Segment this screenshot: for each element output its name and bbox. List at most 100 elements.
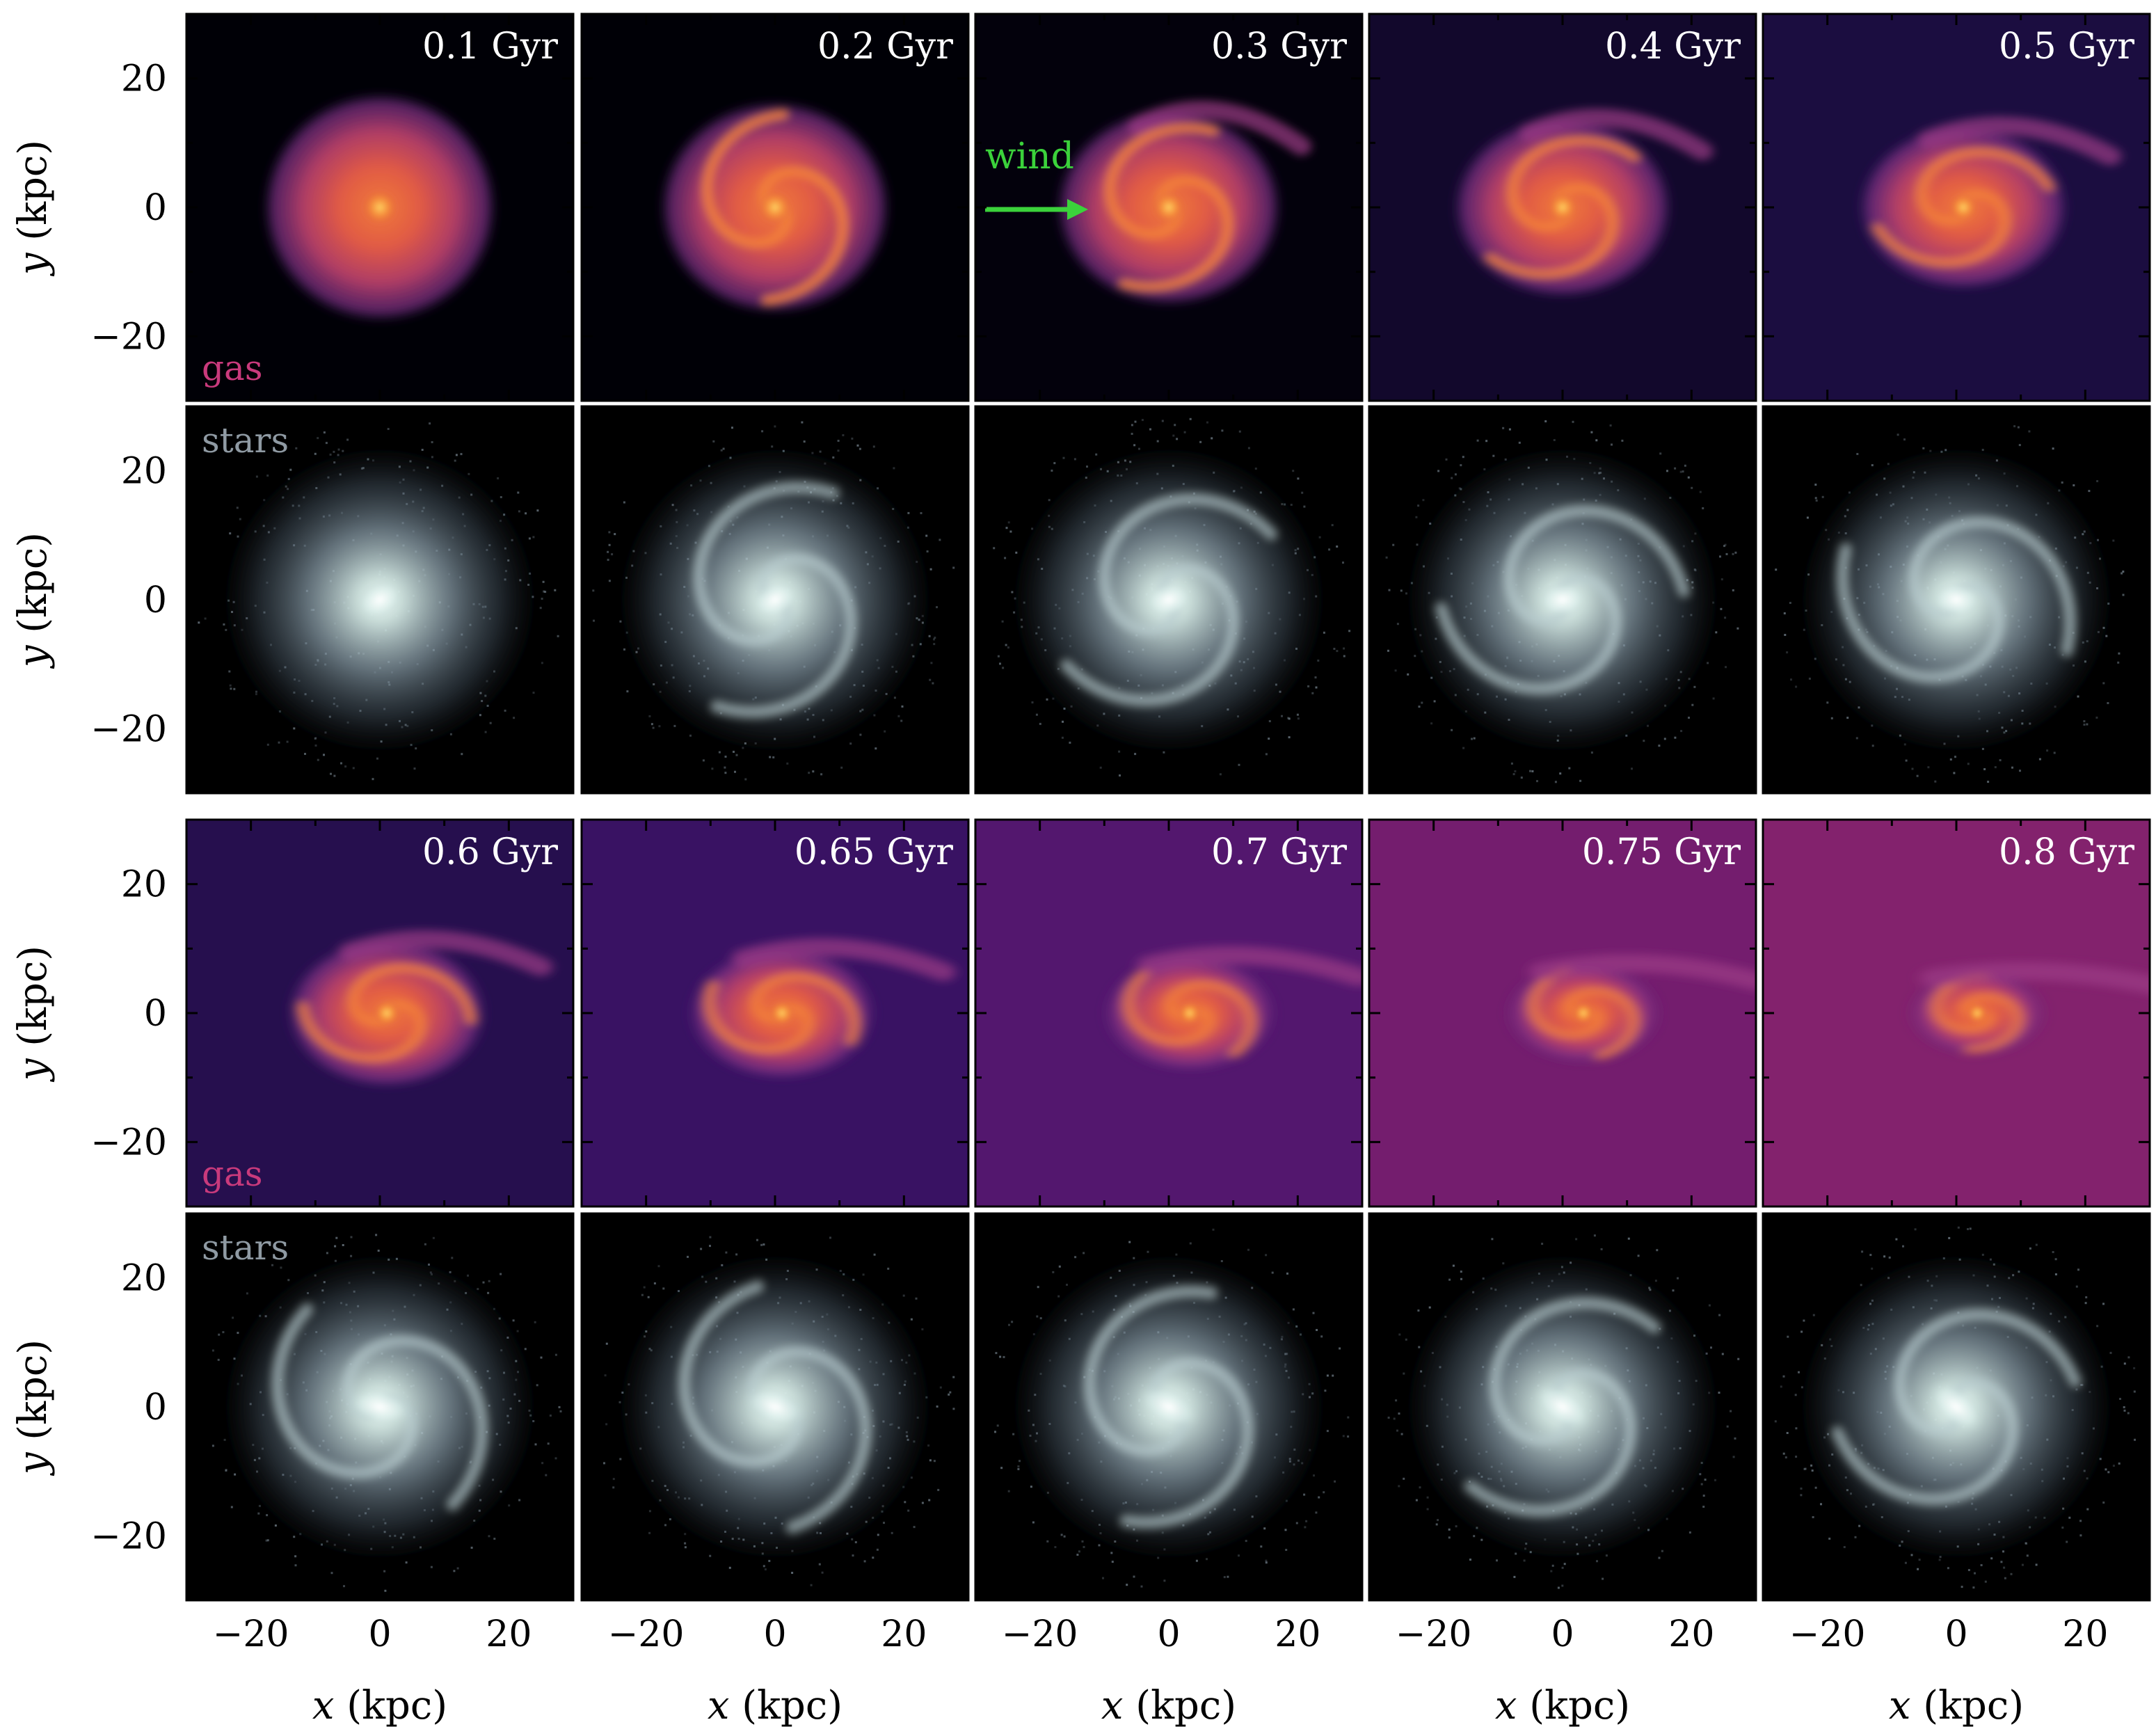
gas-stripped-tail — [731, 938, 956, 981]
x-axis-label: x (kpc) — [1495, 1683, 1630, 1728]
panel-frame — [1368, 1212, 1757, 1602]
gas-label: gas — [202, 348, 262, 388]
y-axis-label: y (kpc) — [10, 946, 56, 1083]
panel-frame — [1368, 13, 1757, 402]
y-axis-label: y (kpc) — [10, 1339, 56, 1476]
stars-panel — [580, 405, 970, 795]
gas-panel: 0.6 Gyr gas — [185, 818, 575, 1208]
stellar-spiral-arm — [1489, 1297, 1661, 1447]
stellar-spiral-arm — [1464, 1367, 1636, 1517]
stellar-bulge — [751, 580, 799, 619]
gas-core — [1966, 1002, 1988, 1024]
time-label: 0.6 Gyr — [422, 831, 558, 873]
stellar-spiral-arm — [1503, 504, 1690, 627]
y-tick-label: 0 — [144, 993, 167, 1035]
panel-frame — [185, 818, 575, 1208]
gas-stripped-tail — [1917, 116, 2122, 166]
gas-stripped-tail — [1519, 109, 1714, 161]
y-tick-label: −20 — [90, 708, 167, 750]
y-tick-label: 0 — [144, 580, 167, 621]
stellar-spiral-arm — [1435, 573, 1622, 695]
gas-core — [1547, 191, 1579, 223]
y-axis-label: y (kpc) — [10, 532, 56, 669]
x-axis-label: x (kpc) — [312, 1683, 447, 1728]
panel-frame — [185, 1212, 575, 1602]
y-tick-label: 20 — [121, 864, 167, 906]
stellar-spiral-arm — [1837, 543, 2005, 683]
x-tick-label: 0 — [1157, 1614, 1180, 1655]
gas-panel: 0.65 Gyr — [580, 818, 970, 1208]
x-axis-label: x (kpc) — [1889, 1683, 2024, 1728]
stars-panel: stars — [185, 405, 575, 795]
gas-panel: 0.2 Gyr — [580, 13, 970, 402]
time-label: 0.4 Gyr — [1605, 26, 1741, 67]
panel-frame — [1762, 818, 2151, 1208]
x-tick-label: 20 — [486, 1614, 532, 1655]
gas-stripped-tail — [1127, 100, 1312, 156]
gas-core — [373, 999, 401, 1027]
y-tick-label: 20 — [121, 451, 167, 493]
gas-core — [769, 1000, 795, 1026]
y-tick-label: −20 — [90, 316, 167, 358]
gas-label: gas — [202, 1154, 262, 1194]
stars-label: stars — [202, 1227, 289, 1268]
x-tick-label: 20 — [2062, 1614, 2108, 1655]
stellar-spiral-arm — [711, 552, 857, 718]
stars-panel — [580, 1212, 970, 1602]
gas-core — [1177, 1001, 1202, 1026]
gas-spiral-arm — [1872, 189, 2011, 267]
stellar-bulge — [356, 580, 404, 620]
gas-spiral-arm — [1118, 175, 1233, 292]
gas-stripped-tail — [1528, 954, 1756, 991]
gas-spiral-arm — [348, 964, 477, 1026]
gas-spiral-arm — [1931, 973, 1994, 1033]
panel-frame — [185, 13, 575, 402]
gas-panel: 0.8 Gyr — [1762, 818, 2151, 1208]
gas-panel: 0.3 Gyr wind — [974, 13, 1364, 402]
gas-spiral-arm — [297, 1000, 426, 1062]
y-axis-label: y (kpc) — [10, 140, 56, 277]
x-tick-label: −20 — [213, 1614, 289, 1655]
x-axis-label: x (kpc) — [1101, 1683, 1236, 1728]
x-tick-label: −20 — [1789, 1614, 1866, 1655]
gas-stripped-tail — [1137, 946, 1362, 986]
gas-spiral-arm — [1527, 966, 1604, 1039]
stars-panel: stars — [185, 1212, 575, 1602]
x-tick-label: 20 — [881, 1614, 927, 1655]
stars-panel — [1762, 1212, 2151, 1602]
time-label: 0.75 Gyr — [1582, 831, 1741, 873]
x-tick-label: 0 — [763, 1614, 786, 1655]
x-tick-label: −20 — [1002, 1614, 1078, 1655]
wind-label: wind — [985, 136, 1074, 177]
gas-panel: 0.4 Gyr — [1368, 13, 1757, 402]
panel-frame — [580, 405, 970, 795]
stellar-bulge — [1929, 1380, 1984, 1433]
gas-spiral-arm — [1507, 136, 1640, 232]
panel-frame — [1762, 405, 2151, 795]
stellar-bulge — [1533, 1383, 1592, 1431]
gas-panel: 0.5 Gyr — [1762, 13, 2151, 402]
stellar-spiral-arm — [1894, 1309, 2082, 1437]
stellar-spiral-arm — [1908, 516, 2076, 656]
stellar-bulge — [742, 1387, 808, 1427]
stellar-spiral-arm — [1120, 1357, 1254, 1529]
gas-spiral-arm — [1123, 969, 1215, 1046]
panel-frame — [580, 1212, 970, 1602]
gas-core — [1572, 1001, 1595, 1025]
time-label: 0.3 Gyr — [1211, 26, 1347, 67]
panel-frame — [974, 405, 1364, 795]
panel-frame — [974, 13, 1364, 402]
time-label: 0.8 Gyr — [1999, 831, 2134, 873]
panel-frame — [1368, 818, 1757, 1208]
y-tick-label: 0 — [144, 187, 167, 229]
panel-frame — [974, 1212, 1364, 1602]
gas-spiral-arm — [1916, 148, 2054, 225]
wind-arrow-head — [1067, 199, 1088, 220]
gas-stripped-tail — [339, 930, 553, 976]
stellar-bulge — [1931, 581, 1981, 619]
x-tick-label: 0 — [1551, 1614, 1574, 1655]
gas-core — [758, 190, 792, 225]
gas-core — [1152, 191, 1185, 224]
x-tick-label: 20 — [1668, 1614, 1714, 1655]
